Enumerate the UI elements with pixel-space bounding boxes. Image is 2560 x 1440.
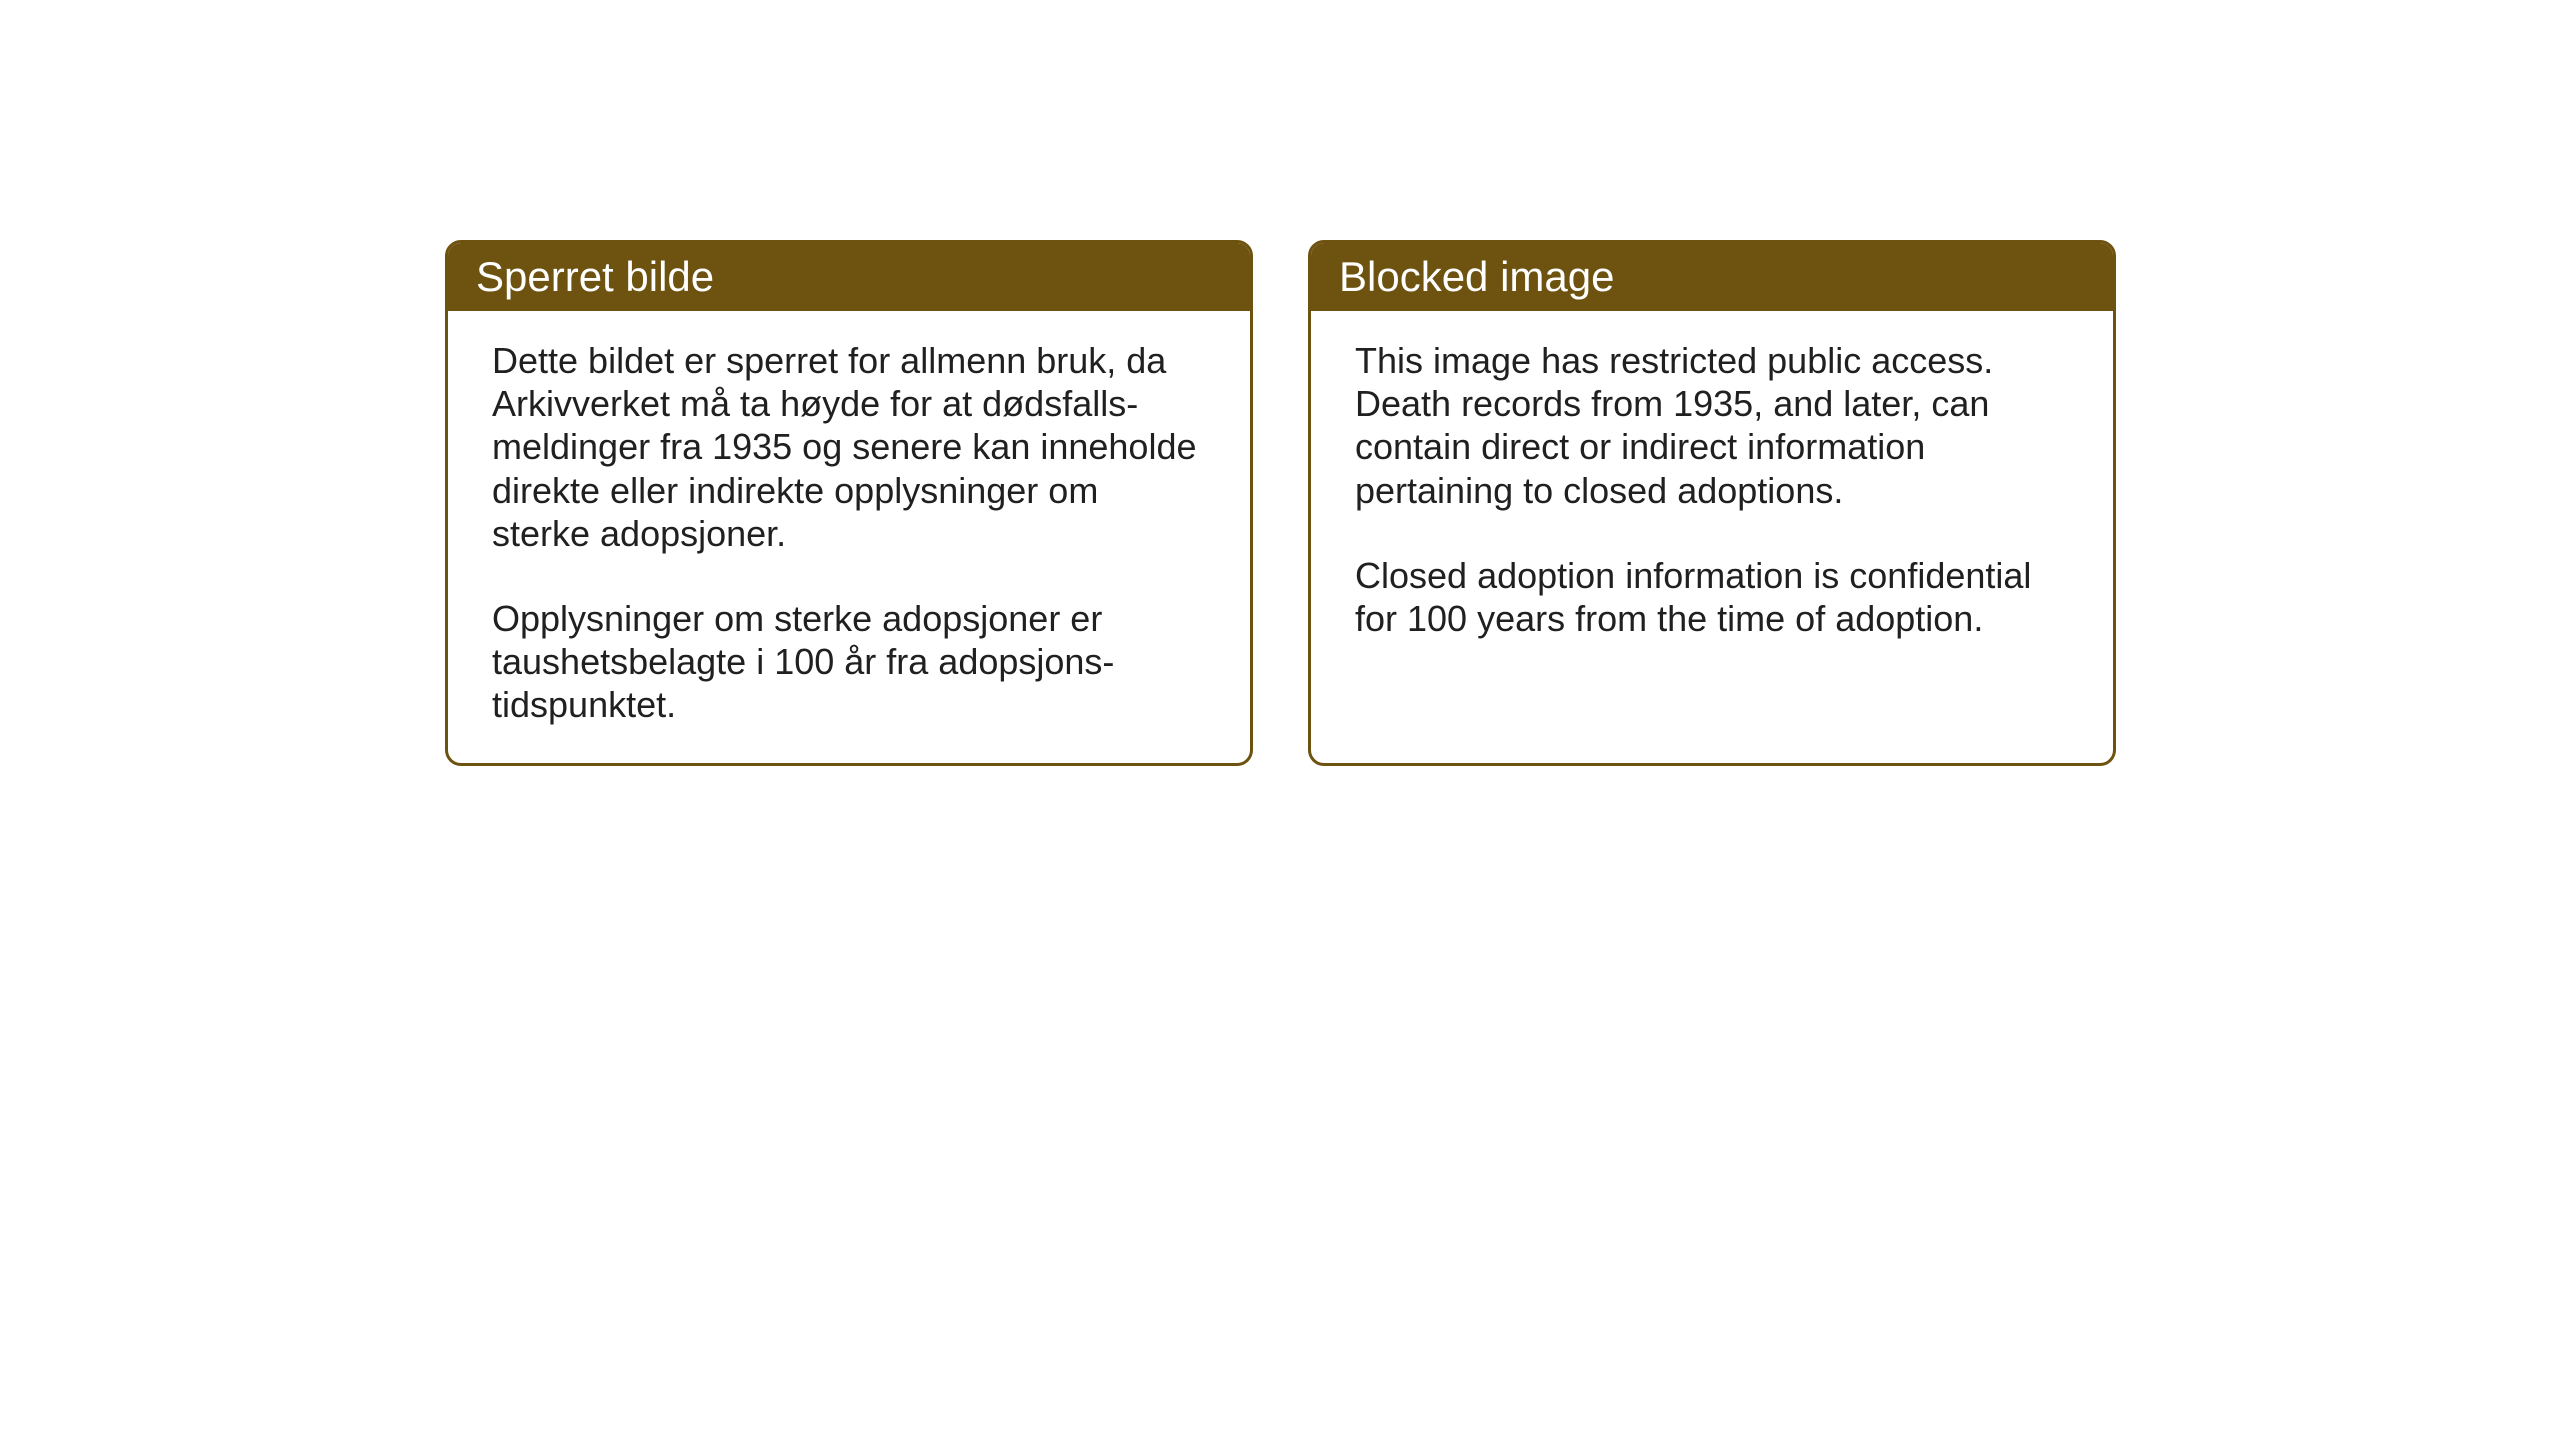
card-body-norwegian: Dette bildet er sperret for allmenn bruk… xyxy=(448,311,1250,763)
notice-card-english: Blocked image This image has restricted … xyxy=(1308,240,2116,766)
card-body-english: This image has restricted public access.… xyxy=(1311,311,2113,751)
card-header-english: Blocked image xyxy=(1311,243,2113,311)
card-paragraph: This image has restricted public access.… xyxy=(1355,339,2069,512)
card-paragraph: Closed adoption information is confident… xyxy=(1355,554,2069,640)
card-paragraph: Dette bildet er sperret for allmenn bruk… xyxy=(492,339,1206,555)
notice-card-norwegian: Sperret bilde Dette bildet er sperret fo… xyxy=(445,240,1253,766)
card-paragraph: Opplysninger om sterke adopsjoner er tau… xyxy=(492,597,1206,727)
notice-cards-container: Sperret bilde Dette bildet er sperret fo… xyxy=(445,240,2116,766)
card-header-norwegian: Sperret bilde xyxy=(448,243,1250,311)
